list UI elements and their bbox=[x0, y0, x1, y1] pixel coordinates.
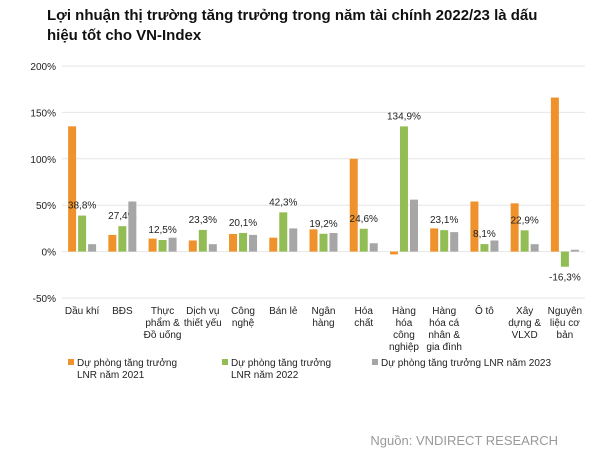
data-label: 22,9% bbox=[510, 215, 538, 226]
bar bbox=[269, 237, 278, 252]
data-label: 38,8% bbox=[68, 201, 96, 212]
x-tick-label: Nguyên liệu cơ bản bbox=[548, 306, 582, 341]
chart-title: Lợi nhuận thị trường tăng trưởng trong n… bbox=[47, 7, 537, 44]
x-tick-label: Ngân hàng bbox=[312, 306, 336, 329]
bar bbox=[369, 243, 378, 252]
x-tick-label: Hóa chất bbox=[354, 306, 373, 329]
x-tick-label: BĐS bbox=[112, 306, 133, 317]
bar bbox=[289, 228, 298, 252]
legend-label: Dự phòng tăng trưởng LNR năm 2021 bbox=[77, 357, 177, 381]
bar bbox=[239, 232, 248, 252]
bar bbox=[309, 229, 318, 252]
x-tick-label: Ô tô bbox=[475, 304, 494, 317]
data-label: 24,6% bbox=[350, 214, 378, 225]
data-label: 27,4% bbox=[108, 211, 136, 222]
legend-label: Dự phòng tăng trưởng LNR năm 2023 bbox=[381, 357, 551, 369]
bar bbox=[389, 251, 398, 255]
bar bbox=[530, 244, 539, 252]
x-tick-label: Bán lẻ bbox=[269, 306, 298, 317]
bar bbox=[148, 238, 157, 252]
source: Nguồn: VNDIRECT RESEARCH bbox=[370, 433, 558, 448]
y-tick-label: 200% bbox=[30, 62, 56, 73]
bar bbox=[550, 97, 559, 252]
x-tick-label: Hàng hóa cá nhân & gia đình bbox=[426, 306, 462, 353]
y-tick-label: 50% bbox=[36, 201, 56, 212]
bar bbox=[249, 234, 258, 252]
bar bbox=[229, 233, 238, 252]
bar bbox=[399, 126, 408, 252]
bar bbox=[188, 240, 197, 252]
bar bbox=[78, 215, 87, 252]
x-tick-label: Dịch vụ thiết yếu bbox=[184, 306, 222, 329]
bar bbox=[510, 203, 519, 252]
y-tick-label: 150% bbox=[30, 108, 56, 119]
y-tick-label: 0% bbox=[42, 248, 57, 259]
bar bbox=[158, 240, 167, 252]
x-tick-label: Dầu khí bbox=[65, 305, 100, 317]
bar bbox=[329, 233, 338, 252]
bar bbox=[88, 244, 97, 252]
bar bbox=[208, 244, 217, 252]
bar bbox=[450, 232, 459, 252]
x-tick-label: Công nghệ bbox=[231, 306, 255, 329]
x-tick-label: Xây dựng & VLXD bbox=[508, 306, 541, 341]
bar bbox=[560, 251, 569, 267]
bar bbox=[319, 233, 328, 252]
data-label: 20,1% bbox=[229, 218, 257, 229]
bar bbox=[570, 249, 579, 252]
y-tick-label: -50% bbox=[33, 294, 56, 305]
data-label: 8,1% bbox=[473, 229, 496, 240]
data-label: 134,9% bbox=[387, 111, 421, 122]
bar bbox=[118, 226, 127, 252]
bar bbox=[520, 230, 529, 252]
data-label: 19,2% bbox=[309, 219, 337, 230]
bar bbox=[108, 234, 117, 252]
bar bbox=[480, 244, 489, 252]
bar bbox=[359, 228, 368, 252]
x-tick-label: Thực phẩm & Đồ uống bbox=[144, 306, 182, 341]
data-label: 23,1% bbox=[430, 215, 458, 226]
bar bbox=[198, 229, 207, 252]
y-tick-label: 100% bbox=[30, 155, 56, 166]
legend-swatch bbox=[68, 359, 74, 365]
legend-label: Dự phòng tăng trưởng LNR năm 2022 bbox=[231, 357, 331, 381]
x-tick-label: Hàng hóa công nghiệp bbox=[389, 306, 419, 353]
bar bbox=[68, 126, 77, 252]
bar bbox=[349, 158, 358, 252]
bar bbox=[430, 228, 439, 252]
data-label: -16,3% bbox=[549, 273, 581, 284]
bar bbox=[128, 201, 137, 252]
bar bbox=[470, 201, 479, 252]
data-label: 23,3% bbox=[189, 215, 217, 226]
legend-swatch bbox=[372, 359, 378, 365]
bar bbox=[490, 240, 499, 252]
bar bbox=[440, 230, 449, 252]
bar bbox=[168, 237, 177, 252]
data-label: 42,3% bbox=[269, 197, 297, 208]
bar bbox=[279, 212, 288, 252]
legend-swatch bbox=[222, 359, 228, 365]
bar bbox=[409, 199, 418, 252]
data-label: 12,5% bbox=[148, 225, 176, 236]
